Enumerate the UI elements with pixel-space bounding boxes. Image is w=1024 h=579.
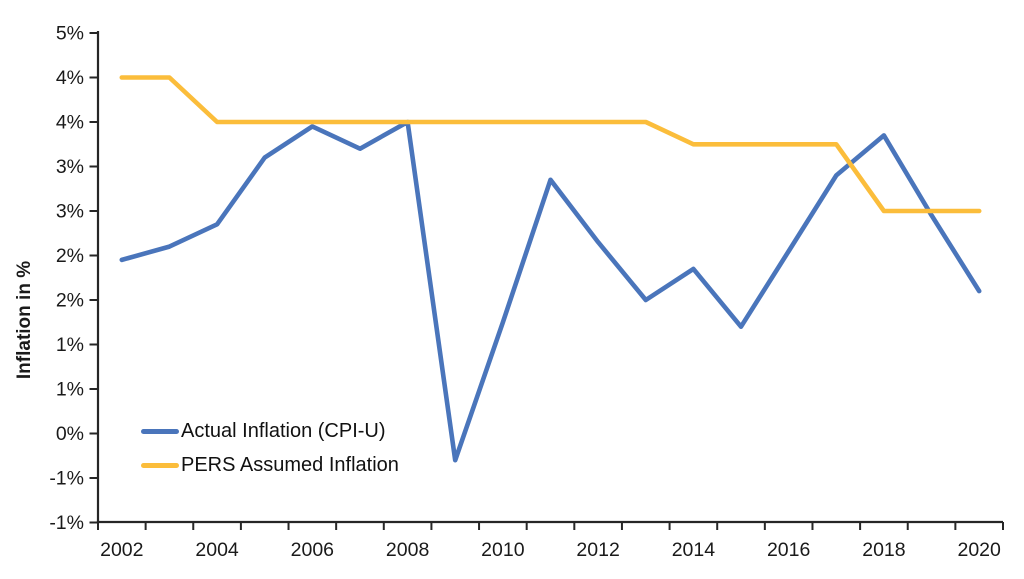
x-tick-label: 2004 bbox=[195, 539, 239, 561]
legend-label-actual-inflation: Actual Inflation (CPI-U) bbox=[181, 420, 386, 442]
y-tick-label: 4% bbox=[56, 67, 84, 89]
x-tick-label: 2002 bbox=[100, 539, 143, 561]
y-tick-label: 2% bbox=[56, 245, 84, 267]
x-tick-label: 2014 bbox=[672, 539, 716, 561]
pers-assumed-inflation-line bbox=[119, 75, 982, 214]
y-axis-title: Inflation in % bbox=[14, 260, 35, 380]
y-tick-label: 3% bbox=[56, 156, 84, 178]
x-tick-label: 2010 bbox=[481, 539, 525, 561]
pers-assumed-inflation-swatch-icon bbox=[141, 463, 179, 468]
x-tick-label: 2018 bbox=[862, 539, 905, 561]
y-tick-label: 0% bbox=[56, 423, 84, 445]
x-tick-label: 2006 bbox=[291, 539, 334, 561]
actual-inflation-line bbox=[119, 119, 982, 463]
y-tick-label: 4% bbox=[56, 112, 84, 134]
actual-inflation-swatch-icon bbox=[141, 429, 179, 434]
x-tick-label: 2016 bbox=[767, 539, 810, 561]
y-tick-label: 1% bbox=[56, 334, 84, 356]
y-tick-label: -1% bbox=[49, 512, 84, 534]
legend-item-pers-assumed-inflation: PERS Assumed Inflation bbox=[141, 453, 399, 478]
y-tick-label: -1% bbox=[49, 468, 84, 490]
x-tick-label: 2020 bbox=[957, 539, 1001, 561]
y-tick-label: 5% bbox=[56, 23, 84, 45]
y-tick-label: 3% bbox=[56, 201, 84, 223]
chart-legend: Actual Inflation (CPI-U) PERS Assumed In… bbox=[141, 419, 399, 478]
y-tick-label: 1% bbox=[56, 379, 84, 401]
legend-label-pers-assumed-inflation: PERS Assumed Inflation bbox=[181, 454, 399, 476]
x-tick-label: 2008 bbox=[386, 539, 429, 561]
legend-item-actual-inflation: Actual Inflation (CPI-U) bbox=[141, 419, 399, 444]
y-tick-label: 2% bbox=[56, 290, 84, 312]
x-tick-label: 2012 bbox=[576, 539, 619, 561]
